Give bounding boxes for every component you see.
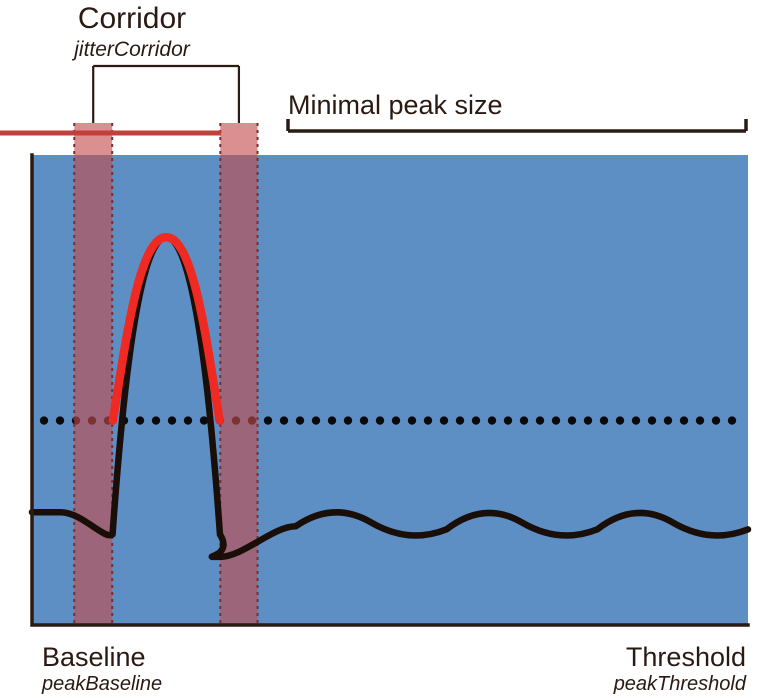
label-minpeak: Minimal peak size <box>288 90 503 120</box>
label-baseline2: peakBaseline <box>41 673 162 695</box>
label-thresh1: Threshold <box>626 642 746 672</box>
figure-root: Corridor jitterCorridor Minimal peak size B… <box>0 0 780 698</box>
plot-area <box>32 155 748 625</box>
label-thresh2: peakThreshold <box>613 673 747 695</box>
label-corridor: Corridor <box>78 2 186 35</box>
figure-svg: Corridor jitterCorridor Minimal peak size B… <box>0 0 780 698</box>
jitter-band-left <box>74 123 112 625</box>
label-baseline1: Baseline <box>42 642 146 672</box>
label-jitter: jitterCorridor <box>71 38 191 61</box>
